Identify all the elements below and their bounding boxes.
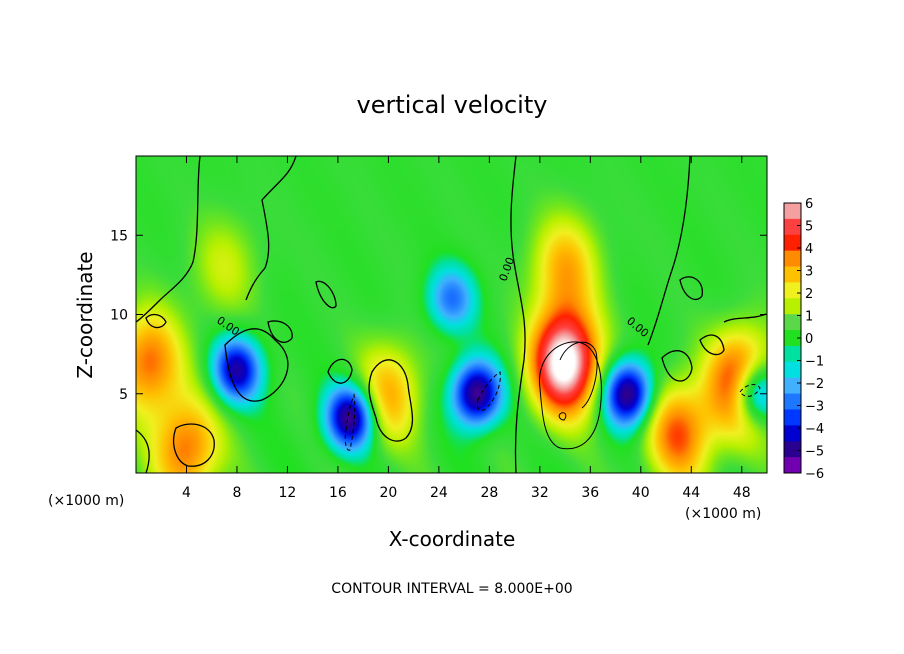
colorbar-swatch bbox=[784, 203, 801, 220]
zero-contour-lines bbox=[136, 156, 767, 473]
colorbar-swatch bbox=[784, 361, 801, 379]
colorbar-tick-label: 0 bbox=[805, 332, 813, 347]
negative-contour-lines bbox=[344, 371, 761, 451]
x-tick-label: 12 bbox=[279, 485, 297, 501]
colorbar-swatch bbox=[784, 266, 801, 283]
colorbar-tick-label: 2 bbox=[805, 287, 813, 302]
colorbar-swatch bbox=[784, 441, 801, 458]
positive-contour-lines bbox=[539, 341, 602, 450]
colorbar-swatch bbox=[784, 377, 801, 395]
colorbar-tick-label: −3 bbox=[805, 400, 824, 415]
colorbar-swatch bbox=[784, 314, 801, 331]
colorbar-swatch bbox=[784, 282, 801, 299]
zero-contour bbox=[368, 359, 414, 442]
positive-contour bbox=[559, 341, 598, 409]
chart-title: vertical velocity bbox=[357, 91, 548, 119]
zero-contour bbox=[224, 328, 289, 402]
zero-contour bbox=[510, 156, 526, 473]
plot-area: 0.00 0.00 0.00 bbox=[136, 156, 767, 473]
colorbar: 6 5 4 3 2 1 0 −1 −2 −3 −4 −5 −6 bbox=[783, 197, 824, 482]
colorbar-tick-label: −5 bbox=[805, 445, 824, 460]
colorbar-tick-label: 1 bbox=[805, 310, 813, 325]
zero-contour bbox=[245, 156, 297, 301]
velocity-field bbox=[136, 156, 767, 473]
colorbar-tick-label: 3 bbox=[805, 265, 813, 280]
colorbar-swatch bbox=[784, 298, 801, 315]
y-axis-title: Z-coordinate bbox=[73, 251, 97, 378]
x-tick-label: 20 bbox=[379, 485, 397, 501]
colorbar-tick-label: 5 bbox=[805, 220, 813, 235]
x-tick-label: 16 bbox=[329, 485, 347, 501]
colorbar-swatch bbox=[784, 409, 801, 426]
zero-contour bbox=[136, 429, 150, 473]
colorbar-tick-label: −6 bbox=[805, 467, 824, 482]
x-tick-label: 24 bbox=[430, 485, 448, 501]
zero-contour bbox=[327, 358, 353, 384]
x-tick-label: 28 bbox=[480, 485, 498, 501]
colorbar-swatch bbox=[784, 218, 801, 236]
colorbar-swatch bbox=[784, 345, 801, 363]
x-units-right: (×1000 m) bbox=[685, 506, 761, 522]
zero-contour bbox=[723, 313, 767, 323]
x-tick-label: 36 bbox=[581, 485, 599, 501]
x-axis-ticks: 4 8 12 16 20 24 28 32 36 40 44 48 bbox=[182, 156, 751, 501]
colorbar-tick-label: −4 bbox=[805, 422, 824, 437]
contour-interval-note: CONTOUR INTERVAL = 8.000E+00 bbox=[331, 581, 572, 597]
zero-contour bbox=[679, 276, 703, 301]
colorbar-swatch bbox=[784, 425, 801, 442]
zero-contour bbox=[145, 313, 167, 329]
colorbar-swatch bbox=[784, 457, 801, 474]
y-axis-ticks: 5 10 15 bbox=[110, 228, 767, 403]
colorbar-swatch bbox=[784, 393, 801, 410]
x-axis-title: X-coordinate bbox=[389, 527, 516, 551]
negative-contour bbox=[344, 393, 356, 451]
colorbar-swatch bbox=[784, 330, 801, 347]
zero-contour bbox=[315, 280, 337, 309]
colorbar-tick-label: −1 bbox=[805, 355, 824, 370]
y-tick-label: 5 bbox=[119, 387, 128, 403]
colorbar-tick-label: 4 bbox=[805, 242, 813, 257]
x-tick-label: 4 bbox=[182, 485, 191, 501]
positive-contour bbox=[539, 341, 602, 450]
colorbar-tick-label: 6 bbox=[805, 197, 813, 212]
zero-contour bbox=[661, 350, 693, 382]
x-tick-label: 32 bbox=[531, 485, 549, 501]
negative-contour bbox=[476, 371, 501, 411]
x-tick-label: 8 bbox=[232, 485, 241, 501]
colorbar-tick-label: −2 bbox=[805, 377, 824, 392]
positive-contour bbox=[558, 412, 567, 421]
colorbar-swatch bbox=[784, 234, 801, 252]
x-units-left: (×1000 m) bbox=[48, 493, 124, 509]
x-tick-label: 44 bbox=[682, 485, 700, 501]
zero-contour bbox=[699, 334, 725, 356]
y-tick-label: 10 bbox=[110, 308, 128, 324]
x-tick-label: 40 bbox=[632, 485, 650, 501]
y-tick-label: 15 bbox=[110, 228, 128, 244]
zero-contour bbox=[647, 156, 691, 346]
zero-contour bbox=[173, 423, 215, 467]
zero-contour bbox=[267, 320, 293, 343]
zero-contour bbox=[136, 156, 201, 323]
colorbar-swatch bbox=[784, 250, 801, 268]
negative-contour bbox=[739, 384, 761, 397]
x-tick-label: 48 bbox=[733, 485, 751, 501]
